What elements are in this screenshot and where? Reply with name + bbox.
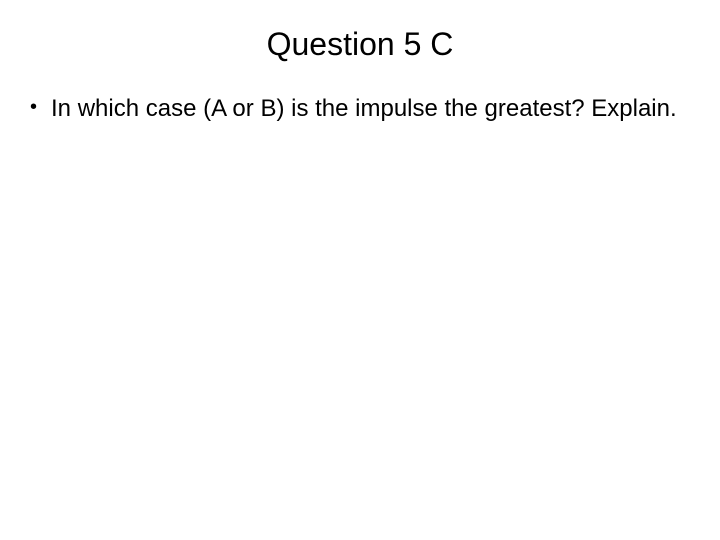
bullet-text: In which case (A or B) is the impulse th…	[51, 93, 680, 124]
slide-title: Question 5 C	[0, 0, 720, 93]
list-item: • In which case (A or B) is the impulse …	[30, 93, 680, 124]
bullet-list: • In which case (A or B) is the impulse …	[0, 93, 720, 124]
bullet-marker: •	[30, 94, 37, 120]
